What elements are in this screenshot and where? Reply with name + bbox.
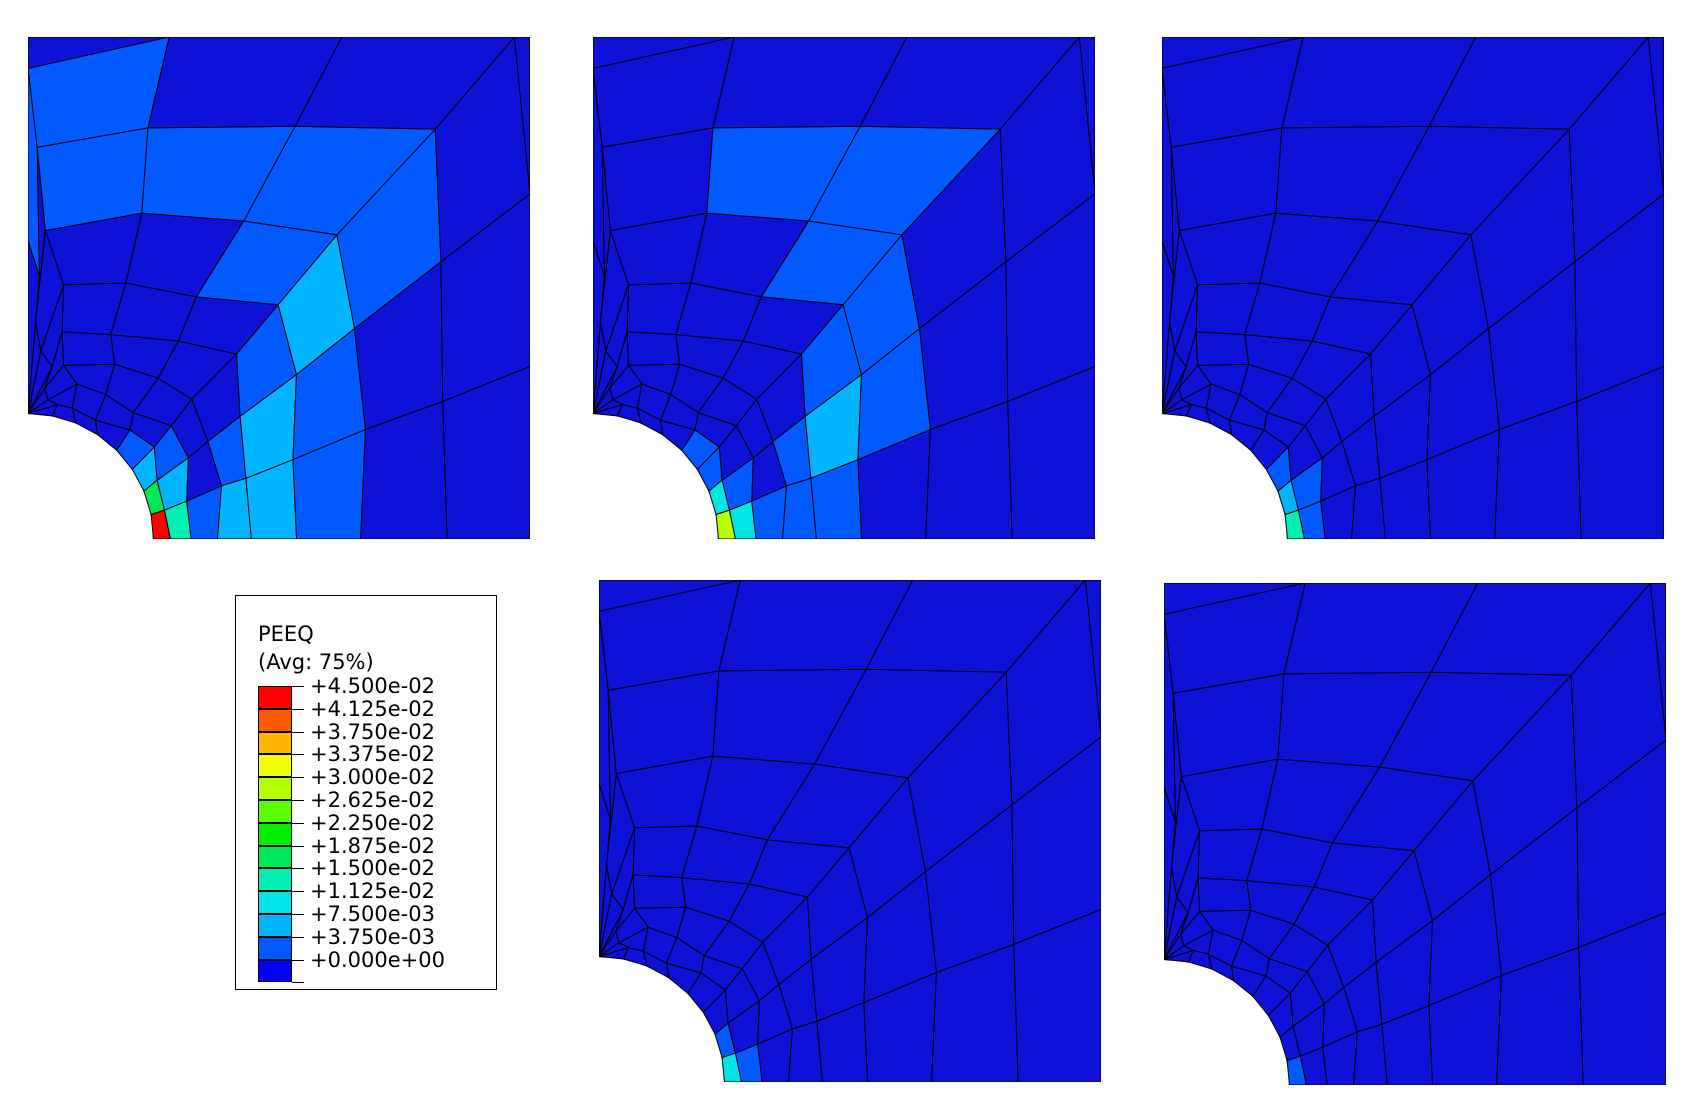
legend-value: +0.000e+00 [310,947,445,972]
mesh-element [1011,736,1101,946]
legend-swatch [258,731,292,755]
mesh-svg [593,37,1095,539]
mesh-element [1162,68,1174,277]
mesh-element [1164,786,1176,960]
mesh-element [626,331,681,366]
legend-value: +4.500e-02 [310,674,435,698]
mesh-element [1007,365,1095,539]
mesh-element [1576,365,1664,539]
legend-value: +3.750e-02 [310,719,435,744]
mesh-element [593,240,605,414]
legend-tick [292,914,304,915]
legend-swatch [258,800,292,823]
mesh-element [434,37,530,263]
contour-plot-bottom-right [1164,583,1666,1085]
legend-value: +1.500e-02 [310,856,435,881]
mesh-element [442,365,530,539]
legend-value: +7.500e-03 [310,902,435,926]
mesh-element [1568,37,1664,263]
contour-plot-bottom-middle [599,580,1101,1082]
mesh-element [294,37,515,130]
contour-plot-top-middle [593,37,1095,539]
mesh-element [1428,37,1649,130]
mesh-element [599,783,611,957]
legend-tick [292,868,304,870]
mesh-element [865,580,1086,673]
legend-tick [292,777,304,779]
mesh-svg [1162,37,1664,539]
legend-swatch [258,891,292,914]
legend-tick [292,754,304,756]
legend-tick [292,845,304,847]
legend-value: +3.000e-02 [310,765,435,790]
mesh-element [28,68,40,277]
legend-tick [292,959,304,961]
mesh-element [1005,580,1101,806]
mesh-svg [28,37,530,539]
legend-tick [292,708,304,710]
legend-swatch [258,686,292,709]
legend-value: +2.250e-02 [310,810,435,835]
mesh-element [1570,583,1666,809]
mesh-element [593,68,605,277]
mesh-element [1578,911,1666,1085]
legend-value: +2.625e-02 [310,788,435,812]
mesh-element [28,37,170,148]
mesh-element [593,37,735,148]
mesh-element [599,611,611,820]
mesh-element [28,240,40,414]
legend-subtitle: (Avg: 75%) [258,650,374,674]
mesh-element [1164,614,1176,823]
legend-title: PEEQ [258,622,314,646]
legend-tick [292,686,304,687]
legend-swatch [258,822,292,846]
legend-swatch [258,959,292,983]
mesh-element [1576,739,1666,949]
legend-value: +1.125e-02 [310,879,435,904]
mesh-element [61,331,116,366]
mesh-element [147,37,343,129]
mesh-element [1164,583,1306,694]
mesh-element [1281,37,1477,129]
legend-swatch [258,845,292,869]
legend-tick [292,936,304,938]
mesh-element [1283,583,1479,675]
legend-tick [292,800,304,801]
legend-tick [292,982,304,984]
color-legend: PEEQ (Avg: 75%) +4.500e-02 +4.125e-02 +3.7… [235,595,497,990]
legend-value: +3.750e-03 [310,924,435,949]
mesh-element [1162,37,1304,148]
mesh-svg [599,580,1101,1082]
mesh-element [1013,908,1101,1082]
mesh-svg [1164,583,1666,1085]
mesh-element [1195,331,1250,366]
legend-value: +1.875e-02 [310,833,435,858]
legend-tick [292,731,304,733]
mesh-element [1430,583,1651,676]
contour-plot-top-right [1162,37,1664,539]
legend-value: +3.375e-02 [310,742,435,767]
mesh-element [440,193,530,403]
mesh-element [599,580,741,691]
mesh-element [1162,240,1174,414]
mesh-element [712,37,908,129]
legend-tick [292,891,304,893]
legend-tick [292,822,304,824]
legend-swatch [258,754,292,778]
legend-swatch [258,708,292,732]
legend-swatch [258,936,292,960]
mesh-element [859,37,1080,130]
mesh-element [1005,193,1095,403]
mesh-element [1574,193,1664,403]
mesh-element [999,37,1095,263]
legend-swatch [258,868,292,892]
mesh-element [1197,877,1252,912]
legend-swatch [258,777,292,800]
legend-swatch [258,914,292,937]
legend-value: +4.125e-02 [310,696,435,721]
mesh-element [718,580,914,672]
mesh-element [632,874,687,909]
contour-plot-top-left [28,37,530,539]
